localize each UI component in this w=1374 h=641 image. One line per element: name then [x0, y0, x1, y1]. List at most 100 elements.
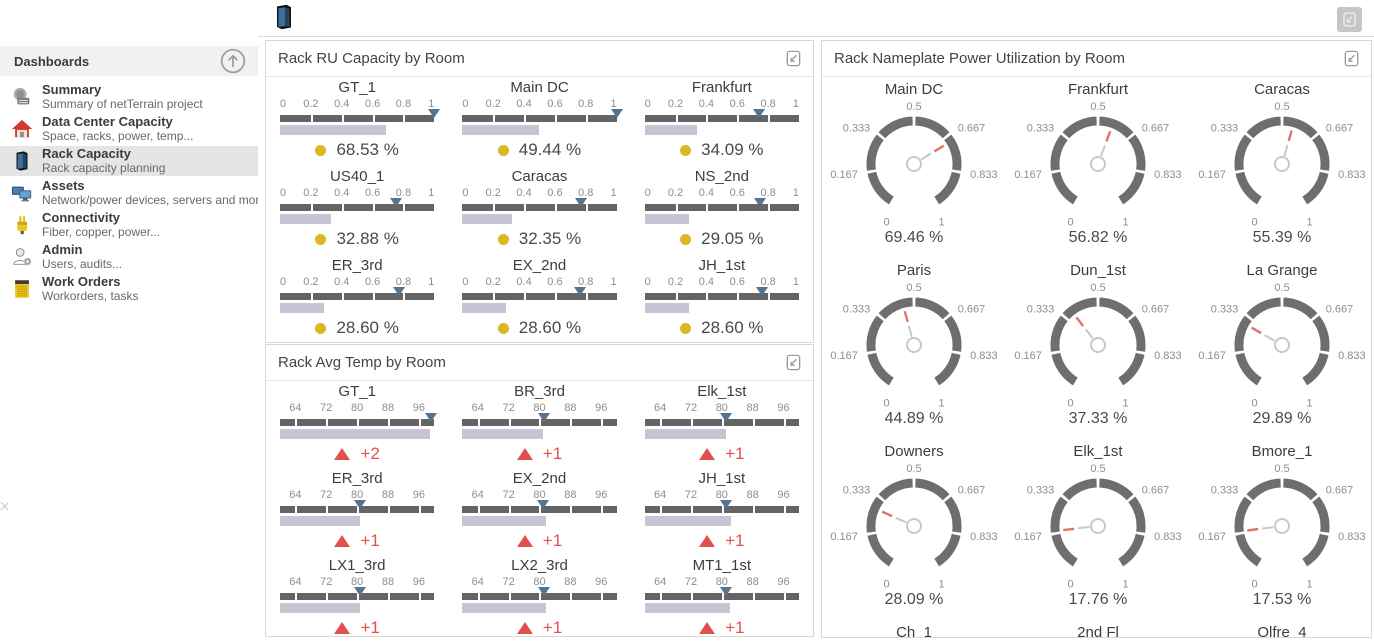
- temp-bullet-chart-elk-1st[interactable]: Elk_1st 64 72 80 88 96 +1: [631, 381, 813, 468]
- bar-segment: [585, 204, 617, 211]
- monitors-icon: [11, 182, 33, 204]
- bar-segment: [357, 506, 389, 513]
- gauge-arc: [1050, 134, 1068, 171]
- bar-segment: [388, 593, 419, 600]
- axis-tick-label: 96: [595, 402, 608, 414]
- ru-bullet-chart-ex-2nd[interactable]: EX_2nd 0 0.2 0.4 0.6 0.8 1 28.60 %: [448, 255, 630, 342]
- bar-segment: [690, 593, 722, 600]
- ru-bullet-chart-jh-1st[interactable]: JH_1st 0 0.2 0.4 0.6 0.8 1 28.60 %: [631, 255, 813, 342]
- bar-segment: [570, 506, 602, 513]
- chart-axis: 64 72 80 88 96: [462, 401, 616, 416]
- export-panel-button[interactable]: [783, 353, 803, 373]
- bar-segment: [493, 115, 525, 122]
- power-gauge-frankfurt[interactable]: Frankfurt 0 0.167 0.333 0.5 0.667 0.833 1 56.82 …: [1006, 77, 1190, 258]
- temp-bullet-chart-br-3rd[interactable]: BR_3rd 64 72 80 88 96 +1: [448, 381, 630, 468]
- ru-bullet-chart-caracas[interactable]: Caracas 0 0.2 0.4 0.6 0.8 1 32.35 %: [448, 166, 630, 255]
- dashboards-sidebar: Dashboards Summary Summary of netTerrain …: [0, 46, 258, 306]
- power-gauge-dun-1st[interactable]: Dun_1st 0 0.167 0.333 0.5 0.667 0.833 1 37.33 %: [1006, 258, 1190, 439]
- temp-bullet-chart-jh-1st[interactable]: JH_1st 64 72 80 88 96 +1: [631, 468, 813, 555]
- power-gauge-caracas[interactable]: Caracas 0 0.167 0.333 0.5 0.667 0.833 1 55.39 %: [1190, 77, 1371, 258]
- sidebar-item-rack-capacity[interactable]: Rack Capacity Rack capacity planning: [0, 146, 258, 176]
- delta-up-icon: [334, 448, 351, 460]
- bar-segment: [524, 115, 555, 122]
- power-gauge-paris[interactable]: Paris 0 0.167 0.333 0.5 0.667 0.833 1 44.89 %: [822, 258, 1006, 439]
- gauge-tick-label: 0.5: [1274, 463, 1289, 475]
- gauge-value-label: 69.46 %: [884, 229, 944, 246]
- axis-tick-label: 88: [746, 402, 759, 414]
- axis-tick-label: 64: [653, 489, 667, 501]
- value-label: 32.35 %: [518, 229, 582, 248]
- gauge-needle: [1084, 328, 1094, 339]
- temp-bullet-chart-er-3rd[interactable]: ER_3rd 64 72 80 88 96 +1: [266, 468, 448, 555]
- ru-chart-grid: GT_1 0 0.2 0.4 0.6 0.8 1 68.53 % Main DC 0 0.2 0.4 0…: [266, 77, 813, 342]
- gauge-tick-label: 0.667: [1326, 122, 1354, 134]
- temp-bullet-chart-lx2-3rd[interactable]: LX2_3rd 64 72 80 88 96 +1: [448, 555, 630, 636]
- gauge-needle-tip: [1251, 326, 1262, 335]
- bar-segment: [280, 293, 311, 300]
- bar-segment: [752, 419, 784, 426]
- axis-tick-label: 64: [289, 402, 302, 414]
- value-label: 29.05 %: [701, 229, 764, 248]
- export-image-icon: [786, 354, 800, 371]
- gauge-tick-label: 0.5: [906, 463, 921, 475]
- export-panel-button[interactable]: [1341, 49, 1361, 69]
- sidebar-item-work-orders[interactable]: Work Orders Workorders, tasks: [0, 274, 258, 304]
- power-gauge-downers[interactable]: Downers 0 0.167 0.333 0.5 0.667 0.833 1 28.09 %: [822, 439, 1006, 620]
- export-dashboard-button[interactable]: [1337, 7, 1362, 32]
- value-label: 68.53 %: [336, 140, 399, 159]
- sidebar-header: Dashboards: [0, 46, 258, 76]
- axis-tick-label: 96: [595, 576, 608, 588]
- temp-bullet-chart-lx1-3rd[interactable]: LX1_3rd 64 72 80 88 96 +1: [266, 555, 448, 636]
- axis-tick-label: 0: [462, 187, 469, 199]
- ru-bullet-chart-us40-1[interactable]: US40_1 0 0.2 0.4 0.6 0.8 1 32.88 %: [266, 166, 448, 255]
- gauge-tick-label: 0.833: [1154, 169, 1182, 181]
- gauge-arc: [1312, 496, 1330, 533]
- sidebar-item-title: Admin: [42, 242, 83, 257]
- value-bar: [644, 214, 690, 224]
- chart-title: ER_3rd: [331, 257, 383, 274]
- axis-tick-label: 96: [412, 489, 426, 501]
- sidebar-item-connectivity[interactable]: Connectivity Fiber, copper, power...: [0, 210, 258, 240]
- sidebar-item-admin[interactable]: Admin Users, audits...: [0, 242, 258, 272]
- ru-bullet-chart-main-dc[interactable]: Main DC 0 0.2 0.4 0.6 0.8 1 49.44 %: [448, 77, 630, 166]
- collapse-sidebar-button[interactable]: [220, 48, 246, 74]
- gauge-tick-label: 0.167: [830, 350, 858, 362]
- axis-tick-label: 64: [471, 489, 484, 501]
- temp-bullet-chart-mt1-1st[interactable]: MT1_1st 64 72 80 88 96 +1: [631, 555, 813, 636]
- gauge-title: Dun_1st: [1070, 262, 1126, 279]
- power-gauge-bmore-1[interactable]: Bmore_1 0 0.167 0.333 0.5 0.667 0.833 1 17.53 %: [1190, 439, 1371, 620]
- status-dot-icon: [497, 322, 509, 334]
- ru-bullet-chart-er-3rd[interactable]: ER_3rd 0 0.2 0.4 0.6 0.8 1 28.60 %: [266, 255, 448, 342]
- gauge-needle-tip: [1247, 527, 1259, 532]
- axis-tick-label: 0.6: [547, 276, 563, 288]
- power-gauge-la-grange[interactable]: La Grange 0 0.167 0.333 0.5 0.667 0.833 1 29.89 …: [1190, 258, 1371, 439]
- power-gauge-elk-1st[interactable]: Elk_1st 0 0.167 0.333 0.5 0.667 0.833 1 17.76 %: [1006, 439, 1190, 620]
- power-gauge-main-dc[interactable]: Main DC 0 0.167 0.333 0.5 0.667 0.833 1 69.46 %: [822, 77, 1006, 258]
- axis-tick-label: 72: [684, 402, 698, 414]
- panel-title: Rack Avg Temp by Room: [278, 354, 446, 371]
- sidebar-item-assets[interactable]: Assets Network/power devices, servers and…: [0, 178, 258, 208]
- ru-bullet-chart-gt-1[interactable]: GT_1 0 0.2 0.4 0.6 0.8 1 68.53 %: [266, 77, 448, 166]
- sidebar-item-summary[interactable]: Summary Summary of netTerrain project: [0, 82, 258, 112]
- temp-bullet-chart-ex-2nd[interactable]: EX_2nd 64 72 80 88 96 +1: [448, 468, 630, 555]
- axis-tick-label: 80: [715, 489, 728, 501]
- gauge-title: Main DC: [884, 81, 944, 98]
- chart-value-row: 32.35 %: [462, 229, 616, 249]
- bar-segment: [644, 115, 676, 122]
- target-marker-icon: [720, 413, 733, 422]
- rack-capacity-tab-icon[interactable]: [270, 3, 298, 33]
- bar-segment: [783, 419, 799, 426]
- bar-segment: [660, 419, 691, 426]
- export-panel-button[interactable]: [783, 49, 803, 69]
- sidebar-item-data-center-capacity[interactable]: Data Center Capacity Space, racks, power,…: [0, 114, 258, 144]
- range-bar: [280, 500, 435, 513]
- ru-bullet-chart-ns-2nd[interactable]: NS_2nd 0 0.2 0.4 0.6 0.8 1 29.05 %: [631, 166, 813, 255]
- gauge-tick-label: 0.333: [1211, 122, 1239, 134]
- value-bar: [644, 429, 727, 439]
- temp-bullet-chart-gt-1[interactable]: GT_1 64 72 80 88 96 +2: [266, 381, 448, 468]
- ru-bullet-chart-frankfurt[interactable]: Frankfurt 0 0.2 0.4 0.6 0.8 1 34.09 %: [631, 77, 813, 166]
- gauge-tick-label: 0.167: [1014, 531, 1042, 543]
